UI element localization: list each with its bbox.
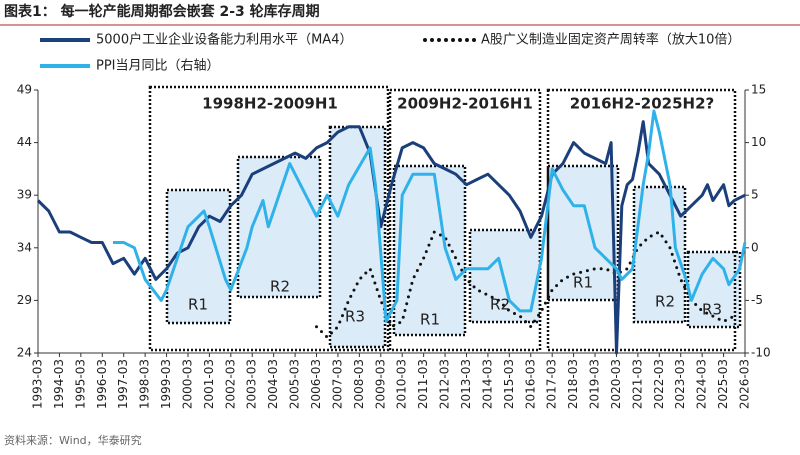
cycle-label: R1 (420, 311, 440, 329)
period-label: 2009H2-2016H1 (397, 95, 533, 113)
legend-label: PPI当月同比（右轴） (96, 59, 220, 74)
series-line (36, 120, 746, 355)
cycle-label: R3 (345, 308, 365, 326)
y2-tick-label: 5 (751, 188, 759, 202)
y-tick-label: 29 (17, 293, 32, 307)
y2-tick-label: 10 (751, 135, 766, 149)
x-tick-label: 2003-03 (245, 359, 259, 409)
x-tick-label: 2022-03 (652, 359, 666, 409)
inventory-box (328, 125, 387, 349)
capacity-box (546, 88, 737, 352)
capacity-box (148, 85, 390, 352)
x-tick-label: 2004-03 (266, 359, 280, 409)
inventory-box (546, 164, 620, 302)
x-tick-label: 2020-03 (609, 359, 623, 409)
period-label: 2016H2-2025H2? (570, 95, 714, 113)
x-tick-label: 1997-03 (116, 359, 130, 409)
x-tick-label: 2006-03 (309, 359, 323, 409)
period-label: 1998H2-2009H1 (202, 95, 338, 113)
x-tick-label: 2026-03 (738, 359, 752, 409)
x-tick-label: 2018-03 (566, 359, 580, 409)
cycle-label: R2 (270, 278, 290, 296)
x-tick-label: 2009-03 (373, 359, 387, 409)
y-tick-label: 34 (17, 240, 32, 254)
y2-tick-label: -5 (751, 293, 763, 307)
legend-label: 5000户工业企业设备能力利用水平（MA4） (96, 32, 352, 48)
y-tick-label: 39 (17, 188, 32, 202)
cycle-label: R2 (490, 296, 510, 314)
x-tick-label: 2005-03 (288, 359, 302, 409)
x-tick-label: 2011-03 (416, 359, 430, 409)
y-tick-label: 44 (17, 135, 32, 149)
x-tick-label: 2001-03 (202, 359, 216, 409)
cycle-label: R3 (702, 301, 722, 319)
x-tick-label: 2025-03 (716, 359, 730, 409)
cycle-label: R1 (573, 274, 593, 292)
source: 资料来源：Wind，华泰研究 (4, 433, 142, 447)
x-tick-label: 2014-03 (480, 359, 494, 409)
legend-label: A股广义制造业固定资产周转率（放大10倍） (481, 32, 740, 48)
x-tick-label: 2010-03 (395, 359, 409, 409)
cycle-label: R1 (188, 296, 208, 314)
x-tick-label: 2019-03 (588, 359, 602, 409)
chart-title: 图表1： 每一轮产能周期都会嵌套 2-3 轮库存周期 (4, 3, 320, 20)
x-tick-label: 2002-03 (223, 359, 237, 409)
x-tick-label: 2000-03 (180, 359, 194, 409)
x-tick-label: 1995-03 (73, 359, 87, 409)
x-tick-label: 2024-03 (695, 359, 709, 409)
x-tick-label: 2023-03 (673, 359, 687, 409)
x-tick-label: 2015-03 (502, 359, 516, 409)
x-tick-label: 1996-03 (95, 359, 109, 409)
x-tick-label: 1993-03 (31, 359, 45, 409)
x-tick-label: 1999-03 (159, 359, 173, 409)
series-line (113, 109, 747, 323)
y-tick-label: 49 (17, 83, 32, 97)
x-tick-label: 2007-03 (330, 359, 344, 409)
x-tick-label: 2008-03 (352, 359, 366, 409)
cycle-label: R2 (655, 293, 675, 311)
x-tick-label: 2021-03 (630, 359, 644, 409)
x-tick-label: 2017-03 (545, 359, 559, 409)
x-tick-label: 2012-03 (438, 359, 452, 409)
x-tick-label: 1998-03 (138, 359, 152, 409)
x-tick-label: 1994-03 (52, 359, 66, 409)
y2-tick-label: 0 (751, 240, 759, 254)
y-tick-label: 24 (17, 346, 32, 360)
y2-tick-label: 15 (751, 83, 766, 97)
y2-tick-label: -10 (751, 346, 771, 360)
x-tick-label: 2016-03 (523, 359, 537, 409)
x-tick-label: 2013-03 (459, 359, 473, 409)
inventory-box (468, 228, 542, 324)
